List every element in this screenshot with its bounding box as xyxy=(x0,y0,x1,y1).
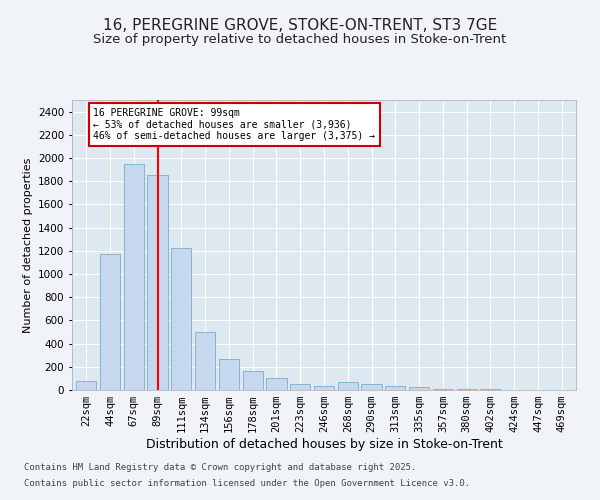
Bar xyxy=(100,254,120,390)
Bar xyxy=(195,332,215,390)
Bar xyxy=(148,176,167,390)
Bar xyxy=(76,382,97,390)
Bar xyxy=(266,378,287,390)
Text: Contains HM Land Registry data © Crown copyright and database right 2025.: Contains HM Land Registry data © Crown c… xyxy=(24,464,416,472)
Bar xyxy=(171,248,191,390)
Text: 16 PEREGRINE GROVE: 99sqm
← 53% of detached houses are smaller (3,936)
46% of se: 16 PEREGRINE GROVE: 99sqm ← 53% of detac… xyxy=(94,108,376,142)
Bar xyxy=(242,371,263,390)
Bar xyxy=(124,164,144,390)
Bar xyxy=(433,389,453,390)
Y-axis label: Number of detached properties: Number of detached properties xyxy=(23,158,32,332)
Bar xyxy=(314,386,334,390)
X-axis label: Distribution of detached houses by size in Stoke-on-Trent: Distribution of detached houses by size … xyxy=(146,438,502,451)
Text: Size of property relative to detached houses in Stoke-on-Trent: Size of property relative to detached ho… xyxy=(94,32,506,46)
Bar xyxy=(338,382,358,390)
Bar xyxy=(290,384,310,390)
Text: Contains public sector information licensed under the Open Government Licence v3: Contains public sector information licen… xyxy=(24,478,470,488)
Bar xyxy=(385,386,406,390)
Bar xyxy=(409,387,429,390)
Text: 16, PEREGRINE GROVE, STOKE-ON-TRENT, ST3 7GE: 16, PEREGRINE GROVE, STOKE-ON-TRENT, ST3… xyxy=(103,18,497,32)
Bar xyxy=(361,384,382,390)
Bar xyxy=(219,360,239,390)
